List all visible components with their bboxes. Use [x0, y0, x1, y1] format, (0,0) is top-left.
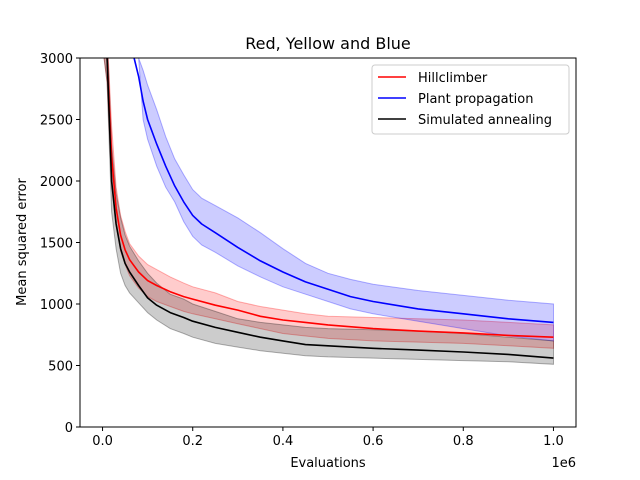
- x-tick-label: 0.4: [273, 434, 294, 449]
- legend-box: [371, 64, 570, 135]
- legend-label-simulated-annealing: Simulated annealing: [418, 113, 552, 128]
- chart-title: Red, Yellow and Blue: [245, 34, 411, 53]
- y-tick-label: 1500: [40, 237, 73, 252]
- legend: Hillclimber Plant propagation Simulated an…: [371, 64, 570, 135]
- y-tick-label: 1000: [40, 298, 73, 313]
- x-tick-label: 0.8: [453, 434, 474, 449]
- series-lines: [106, 58, 554, 359]
- legend-label-hillclimber: Hillclimber: [418, 71, 488, 86]
- x-tick-label: 0.0: [92, 434, 113, 449]
- x-tick-label: 0.2: [182, 434, 203, 449]
- y-tick-label: 0: [65, 421, 73, 436]
- x-tick-label: 1.0: [543, 434, 564, 449]
- y-axis-label: Mean squared error: [15, 178, 30, 306]
- y-tick-label: 2000: [40, 175, 73, 190]
- legend-label-plant-propagation: Plant propagation: [418, 92, 534, 107]
- plant-propagation-line: [133, 58, 554, 324]
- hillclimber-band: [103, 58, 554, 349]
- y-tick-label: 500: [48, 360, 73, 375]
- y-tick-label: 2500: [40, 114, 73, 129]
- y-tick-label: 3000: [40, 52, 73, 67]
- confidence-bands: [103, 58, 554, 365]
- plant-propagation-band: [134, 58, 554, 342]
- simulated-annealing-band: [103, 58, 554, 365]
- x-axis-offset-label: 1e6: [551, 456, 576, 471]
- x-tick-label: 0.6: [363, 434, 384, 449]
- x-axis: 0.0 0.2 0.4 0.6 0.8 1.0: [92, 427, 564, 449]
- x-axis-label: Evaluations: [290, 456, 366, 471]
- hillclimber-line: [106, 58, 554, 338]
- simulated-annealing-line: [106, 58, 554, 359]
- y-axis: 0 500 1000 1500 2000 2500 3000: [40, 52, 80, 436]
